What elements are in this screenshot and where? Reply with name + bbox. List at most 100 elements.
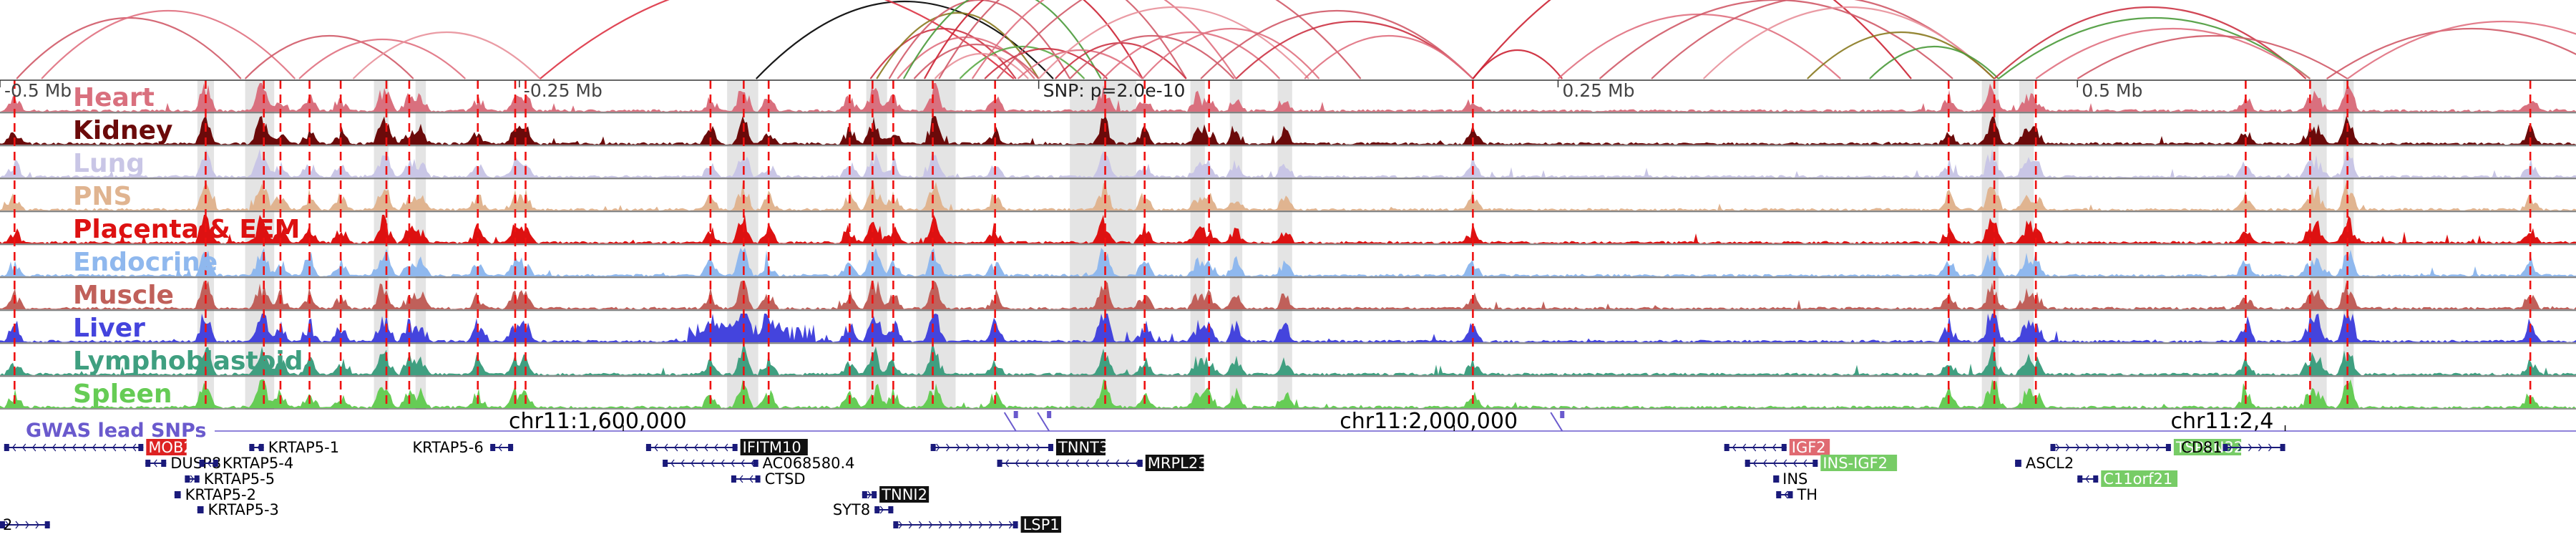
strand-arrow (31, 443, 36, 452)
strand-arrow (918, 521, 923, 529)
chromatin-loop (1651, 0, 1995, 79)
gene-exon (0, 521, 5, 528)
gene-exon (508, 444, 514, 451)
gene-tspan32: TSPAN32 (2050, 439, 2243, 456)
gene-ctsd: CTSD (731, 470, 806, 488)
chromatin-loops (16, 0, 2576, 79)
strand-arrow (122, 443, 127, 452)
gene-exon (258, 444, 264, 451)
strand-arrow (153, 459, 157, 468)
chromatin-loop (984, 48, 1108, 79)
gene-c11orf21: C11orf21 (2077, 470, 2178, 488)
strand-arrow (190, 475, 195, 483)
strand-arrow (2075, 443, 2080, 452)
gene-exon (185, 475, 190, 483)
strand-arrow (2145, 443, 2150, 452)
strand-arrow (928, 521, 933, 529)
gene-label: MOB2 (148, 439, 192, 456)
strand-arrow (749, 475, 753, 483)
strand-arrow (654, 443, 658, 452)
strand-arrow (711, 459, 715, 468)
strand-arrow (948, 521, 953, 529)
strand-arrow (1025, 459, 1030, 468)
gene-label: CTSD (765, 470, 806, 488)
strand-arrow (257, 443, 261, 452)
gene-label: TH (1796, 486, 1818, 503)
signal-track-liver (0, 310, 2576, 344)
gene-label-highlight (740, 439, 808, 455)
strand-arrow (958, 521, 963, 529)
gene-exon (872, 491, 877, 498)
gene-exon (755, 475, 761, 483)
signal-area (0, 149, 2576, 178)
gene-krtap5-5: KRTAP5-5 (185, 470, 275, 488)
gene-exon (2077, 475, 2083, 483)
track-label: Liver (73, 314, 145, 343)
strand-arrow (674, 443, 678, 452)
gene-exon (1013, 521, 1018, 528)
gene-exon (1776, 491, 1782, 498)
track-label: Heart (73, 83, 155, 112)
chromatin-loop (1069, 34, 1235, 79)
strand-arrow (15, 521, 19, 529)
gene-label-highlight (2173, 439, 2242, 455)
strand-arrow (1802, 459, 1807, 468)
track-label: Kidney (73, 116, 173, 145)
gene-label: TNNT3 (1058, 439, 1108, 456)
gene-2: 2 (0, 516, 50, 533)
strand-arrow (5, 521, 9, 529)
strand-arrow (867, 490, 872, 499)
gene-exon (930, 444, 936, 451)
chromatin-loop (2346, 21, 2576, 79)
chromatin-loop (876, 11, 1040, 79)
strand-arrow (879, 505, 884, 514)
chromatin-loop (2326, 27, 2576, 79)
strand-arrow (1055, 459, 1060, 468)
coordinate-label: chr11:2,4 (2171, 409, 2274, 434)
strand-arrow (1005, 459, 1010, 468)
strand-arrow (1115, 459, 1120, 468)
gene-exon (753, 460, 758, 467)
gene-exon (1048, 444, 1053, 451)
gene-exon (213, 460, 218, 467)
gene-exon (194, 475, 200, 483)
signal-area (0, 347, 2576, 375)
strand-arrow (1782, 459, 1787, 468)
gene-tnni2: TNNI2 (862, 486, 930, 503)
scale-tick-label: 0.5 Mb (2082, 80, 2142, 101)
gene-exon (663, 460, 668, 467)
gene-label: KRTAP5-4 (223, 455, 293, 472)
strand-arrow (42, 443, 47, 452)
chromatin-loop (540, 0, 1015, 79)
gene-label: LSP1 (1023, 516, 1060, 533)
strand-arrow (898, 521, 903, 529)
gene-exon (1724, 444, 1729, 451)
gene-exon (249, 444, 255, 451)
strand-arrow (938, 521, 943, 529)
strand-arrow (998, 521, 1003, 529)
signal-track-endocrine (0, 244, 2576, 278)
strand-arrow (704, 443, 708, 452)
gene-label-highlight (146, 439, 187, 455)
gene-exon (2280, 444, 2285, 451)
track-label: Lymphoblastoid (73, 347, 303, 376)
strand-arrow (498, 443, 502, 452)
strand-arrow (978, 521, 983, 529)
strand-arrow (72, 443, 77, 452)
chromatin-loop (352, 32, 541, 79)
strand-arrow (684, 443, 688, 452)
gene-label: INS (1782, 470, 1807, 488)
chromatin-loop (888, 0, 1071, 79)
strand-arrow (1026, 443, 1030, 452)
gene-label: ASCL2 (2026, 455, 2074, 472)
strand-arrow (1762, 459, 1767, 468)
strand-arrow (2105, 443, 2110, 452)
strand-arrow (741, 459, 745, 468)
chromatin-loop (1200, 10, 1474, 79)
scale-tick-label: -0.5 Mb (4, 80, 72, 101)
gene-ins: INS (1773, 470, 1807, 488)
strand-arrow (691, 459, 695, 468)
strand-arrow (908, 521, 913, 529)
strand-arrow (2248, 443, 2253, 452)
